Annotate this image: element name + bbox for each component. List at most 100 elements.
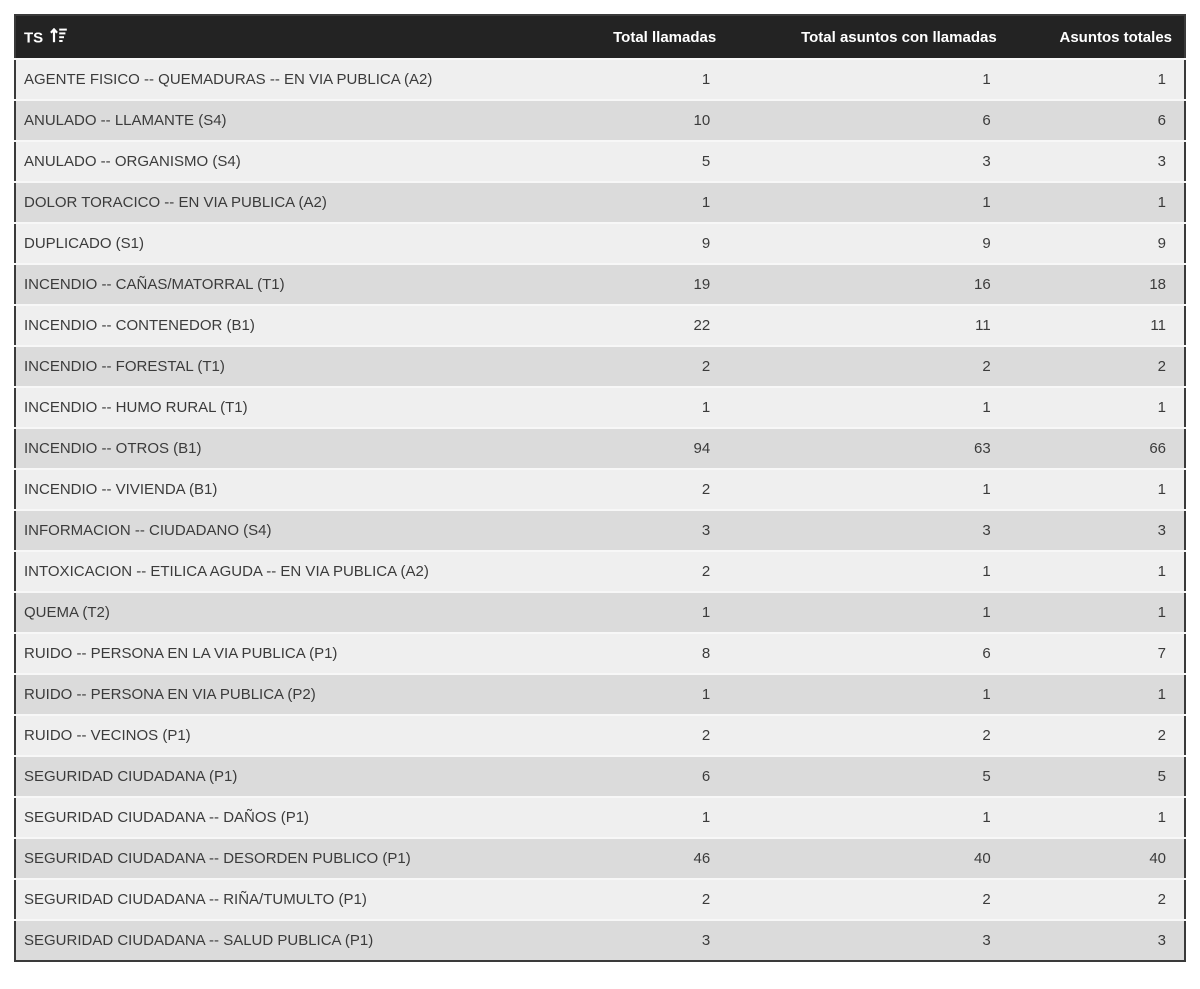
- asuntos-totales-cell: 1: [1008, 386, 1185, 428]
- table-row: INCENDIO -- OTROS (B1) 94 63 66: [15, 427, 1185, 469]
- ts-cell: ANULADO -- ORGANISMO (S4): [15, 140, 576, 182]
- total-llamadas-cell: 2: [575, 878, 729, 920]
- total-llamadas-cell: 94: [575, 427, 729, 469]
- table-row: SEGURIDAD CIUDADANA -- DESORDEN PUBLICO …: [15, 837, 1185, 879]
- total-llamadas-cell: 8: [575, 632, 729, 674]
- total-asuntos-con-llamadas-cell: 1: [728, 386, 1009, 428]
- total-asuntos-con-llamadas-cell: 2: [728, 345, 1009, 387]
- table-row: RUIDO -- PERSONA EN LA VIA PUBLICA (P1) 8…: [15, 632, 1185, 674]
- total-llamadas-cell: 6: [575, 755, 729, 797]
- total-asuntos-con-llamadas-cell: 1: [728, 550, 1009, 592]
- ts-cell: INTOXICACION -- ETILICA AGUDA -- EN VIA …: [15, 550, 576, 592]
- column-header-asuntos-totales[interactable]: Asuntos totales: [1008, 15, 1185, 59]
- asuntos-totales-cell: 2: [1008, 714, 1185, 756]
- asuntos-totales-cell: 1: [1008, 796, 1185, 838]
- total-llamadas-cell: 5: [575, 140, 729, 182]
- total-asuntos-con-llamadas-cell: 6: [728, 99, 1009, 141]
- ts-cell: QUEMA (T2): [15, 591, 576, 633]
- total-asuntos-con-llamadas-cell: 40: [728, 837, 1009, 879]
- table-row: DUPLICADO (S1) 9 9 9: [15, 222, 1185, 264]
- table-row: INCENDIO -- VIVIENDA (B1) 2 1 1: [15, 468, 1185, 510]
- ts-cell: RUIDO -- VECINOS (P1): [15, 714, 576, 756]
- total-asuntos-con-llamadas-cell: 1: [728, 796, 1009, 838]
- table-header: TS Total llamadas Total asuntos con llam…: [15, 15, 1185, 59]
- table-row: SEGURIDAD CIUDADANA -- DAÑOS (P1) 1 1 1: [15, 796, 1185, 838]
- total-llamadas-cell: 1: [575, 181, 729, 223]
- asuntos-totales-cell: 18: [1008, 263, 1185, 305]
- ts-cell: SEGURIDAD CIUDADANA (P1): [15, 755, 576, 797]
- table-row: SEGURIDAD CIUDADANA -- RIÑA/TUMULTO (P1)…: [15, 878, 1185, 920]
- ts-cell: INCENDIO -- HUMO RURAL (T1): [15, 386, 576, 428]
- ts-cell: INFORMACION -- CIUDADANO (S4): [15, 509, 576, 551]
- asuntos-totales-cell: 1: [1008, 58, 1185, 100]
- ts-summary-table: TS Total llamadas Total asuntos con llam…: [14, 14, 1186, 962]
- table-body: AGENTE FISICO -- QUEMADURAS -- EN VIA PU…: [15, 58, 1185, 961]
- ts-cell: INCENDIO -- CONTENEDOR (B1): [15, 304, 576, 346]
- table-row: INTOXICACION -- ETILICA AGUDA -- EN VIA …: [15, 550, 1185, 592]
- total-llamadas-cell: 3: [575, 509, 729, 551]
- total-asuntos-con-llamadas-cell: 63: [728, 427, 1009, 469]
- asuntos-totales-cell: 40: [1008, 837, 1185, 879]
- total-llamadas-cell: 3: [575, 919, 729, 961]
- asuntos-totales-cell: 1: [1008, 673, 1185, 715]
- column-header-total-asuntos-con-llamadas[interactable]: Total asuntos con llamadas: [728, 15, 1009, 59]
- table-row: INFORMACION -- CIUDADANO (S4) 3 3 3: [15, 509, 1185, 551]
- total-llamadas-cell: 2: [575, 468, 729, 510]
- total-llamadas-cell: 1: [575, 796, 729, 838]
- column-header-ts[interactable]: TS: [15, 15, 576, 59]
- column-header-total-llamadas[interactable]: Total llamadas: [575, 15, 729, 59]
- table-row: QUEMA (T2) 1 1 1: [15, 591, 1185, 633]
- table-row: INCENDIO -- CAÑAS/MATORRAL (T1) 19 16 18: [15, 263, 1185, 305]
- table-row: INCENDIO -- CONTENEDOR (B1) 22 11 11: [15, 304, 1185, 346]
- total-asuntos-con-llamadas-cell: 1: [728, 591, 1009, 633]
- total-llamadas-cell: 2: [575, 550, 729, 592]
- ts-cell: SEGURIDAD CIUDADANA -- DAÑOS (P1): [15, 796, 576, 838]
- asuntos-totales-cell: 3: [1008, 919, 1185, 961]
- ts-cell: AGENTE FISICO -- QUEMADURAS -- EN VIA PU…: [15, 58, 576, 100]
- total-asuntos-con-llamadas-cell: 1: [728, 58, 1009, 100]
- total-asuntos-con-llamadas-cell: 1: [728, 673, 1009, 715]
- table-row: RUIDO -- PERSONA EN VIA PUBLICA (P2) 1 1 1: [15, 673, 1185, 715]
- ts-cell: SEGURIDAD CIUDADANA -- SALUD PUBLICA (P1…: [15, 919, 576, 961]
- total-asuntos-con-llamadas-cell: 3: [728, 919, 1009, 961]
- asuntos-totales-cell: 9: [1008, 222, 1185, 264]
- total-asuntos-con-llamadas-cell: 5: [728, 755, 1009, 797]
- total-llamadas-cell: 1: [575, 58, 729, 100]
- total-asuntos-con-llamadas-cell: 3: [728, 140, 1009, 182]
- asuntos-totales-cell: 3: [1008, 509, 1185, 551]
- ts-cell: RUIDO -- PERSONA EN LA VIA PUBLICA (P1): [15, 632, 576, 674]
- asuntos-totales-cell: 1: [1008, 468, 1185, 510]
- header-row: TS Total llamadas Total asuntos con llam…: [15, 15, 1185, 59]
- table-row: INCENDIO -- FORESTAL (T1) 2 2 2: [15, 345, 1185, 387]
- ts-cell: DUPLICADO (S1): [15, 222, 576, 264]
- total-llamadas-cell: 1: [575, 591, 729, 633]
- total-llamadas-cell: 19: [575, 263, 729, 305]
- total-llamadas-cell: 2: [575, 345, 729, 387]
- total-llamadas-cell: 10: [575, 99, 729, 141]
- asuntos-totales-cell: 1: [1008, 550, 1185, 592]
- ts-cell: SEGURIDAD CIUDADANA -- DESORDEN PUBLICO …: [15, 837, 576, 879]
- asuntos-totales-cell: 3: [1008, 140, 1185, 182]
- total-asuntos-con-llamadas-cell: 1: [728, 468, 1009, 510]
- total-llamadas-cell: 22: [575, 304, 729, 346]
- total-asuntos-con-llamadas-cell: 1: [728, 181, 1009, 223]
- total-asuntos-con-llamadas-cell: 3: [728, 509, 1009, 551]
- table-row: ANULADO -- LLAMANTE (S4) 10 6 6: [15, 99, 1185, 141]
- table-row: AGENTE FISICO -- QUEMADURAS -- EN VIA PU…: [15, 58, 1185, 100]
- table-row: RUIDO -- VECINOS (P1) 2 2 2: [15, 714, 1185, 756]
- total-llamadas-cell: 1: [575, 386, 729, 428]
- total-llamadas-cell: 46: [575, 837, 729, 879]
- total-asuntos-con-llamadas-cell: 9: [728, 222, 1009, 264]
- ts-cell: SEGURIDAD CIUDADANA -- RIÑA/TUMULTO (P1): [15, 878, 576, 920]
- sort-ascending-icon[interactable]: [50, 27, 67, 43]
- ts-cell: RUIDO -- PERSONA EN VIA PUBLICA (P2): [15, 673, 576, 715]
- total-asuntos-con-llamadas-cell: 2: [728, 714, 1009, 756]
- ts-cell: DOLOR TORACICO -- EN VIA PUBLICA (A2): [15, 181, 576, 223]
- asuntos-totales-cell: 2: [1008, 878, 1185, 920]
- asuntos-totales-cell: 1: [1008, 181, 1185, 223]
- asuntos-totales-cell: 5: [1008, 755, 1185, 797]
- asuntos-totales-cell: 2: [1008, 345, 1185, 387]
- ts-cell: INCENDIO -- OTROS (B1): [15, 427, 576, 469]
- ts-cell: INCENDIO -- VIVIENDA (B1): [15, 468, 576, 510]
